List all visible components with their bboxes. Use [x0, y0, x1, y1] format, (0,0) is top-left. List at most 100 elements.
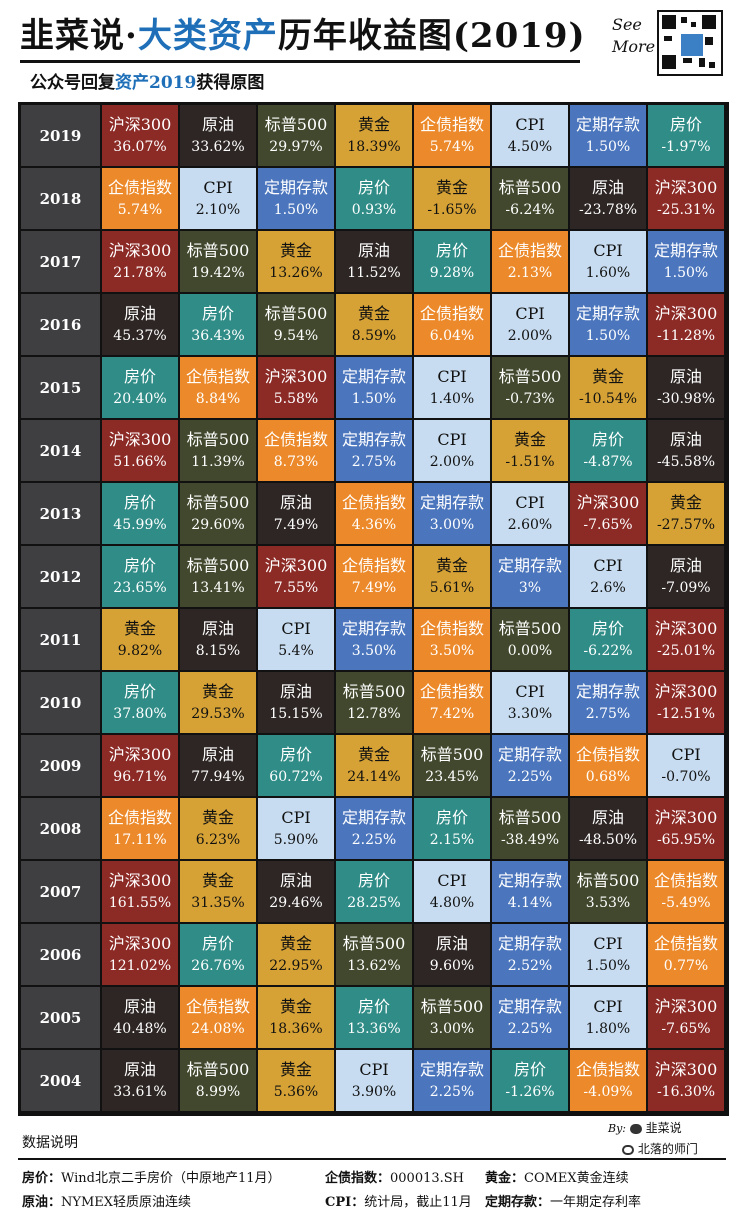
asset-return: 22.95% — [269, 958, 323, 974]
asset-return: 60.72% — [269, 769, 323, 785]
asset-return: 4.36% — [351, 517, 397, 533]
return-cell: 企债指数 5.74% — [101, 167, 179, 230]
asset-name: 标普500 — [186, 241, 250, 260]
asset-name: 黄金 — [279, 934, 312, 953]
asset-return: 45.37% — [113, 328, 167, 344]
return-cell: 原油 7.49% — [257, 482, 335, 545]
asset-return: 17.11% — [113, 832, 167, 848]
header: 韭菜说·大类资产历年收益图(2019) 公众号回复资产2019获得原图 See M… — [0, 0, 746, 100]
return-cell: 企债指数 2.13% — [491, 230, 569, 293]
year-text: 2007 — [39, 883, 82, 901]
asset-name: 企债指数 — [107, 178, 172, 197]
asset-name: CPI — [203, 178, 233, 197]
asset-return: 3.50% — [429, 643, 475, 659]
year-label: 2011 — [20, 608, 101, 671]
return-cell: 企债指数 0.68% — [569, 734, 647, 797]
asset-return: -30.98% — [656, 391, 716, 407]
asset-name: 企债指数 — [575, 1060, 640, 1079]
signature: By: 韭菜说 北落的师门 — [608, 1118, 698, 1159]
author-wechat: 韭菜说 — [645, 1121, 682, 1135]
return-cell: 标普500 3.53% — [569, 860, 647, 923]
asset-return: 9.28% — [429, 265, 475, 281]
note-label: CPI： — [325, 1195, 365, 1210]
asset-return: 19.42% — [191, 265, 245, 281]
asset-return: 33.62% — [191, 139, 245, 155]
return-cell: 定期存款 2.75% — [569, 671, 647, 734]
return-cell: 房价 -4.87% — [569, 419, 647, 482]
asset-return: 15.15% — [269, 706, 323, 722]
return-cell: 原油 11.52% — [335, 230, 413, 293]
asset-return: -1.26% — [505, 1084, 555, 1100]
return-cell: CPI 2.10% — [179, 167, 257, 230]
return-cell: 定期存款 3.50% — [335, 608, 413, 671]
year-label: 2010 — [20, 671, 101, 734]
asset-return: 3.53% — [585, 895, 631, 911]
asset-name: CPI — [593, 241, 623, 260]
return-cell: CPI 4.50% — [491, 104, 569, 167]
return-cell: CPI 3.90% — [335, 1049, 413, 1112]
asset-return: -25.01% — [656, 643, 716, 659]
asset-name: 原油 — [123, 997, 156, 1016]
return-cell: 企债指数 24.08% — [179, 986, 257, 1049]
year-label: 2006 — [20, 923, 101, 986]
return-cell: 沪深300 51.66% — [101, 419, 179, 482]
return-cell: CPI -0.70% — [647, 734, 725, 797]
asset-name: CPI — [515, 493, 545, 512]
asset-name: 沪深300 — [654, 619, 718, 638]
asset-return: 1.50% — [663, 265, 709, 281]
asset-return: 7.49% — [273, 517, 319, 533]
return-cell: 定期存款 2.25% — [413, 1049, 491, 1112]
return-cell: 房价 45.99% — [101, 482, 179, 545]
asset-return: 29.60% — [191, 517, 245, 533]
asset-return: 36.43% — [191, 328, 245, 344]
asset-return: 51.66% — [113, 454, 167, 470]
asset-name: 房价 — [591, 619, 624, 638]
return-cell: CPI 1.80% — [569, 986, 647, 1049]
asset-return: -25.31% — [656, 202, 716, 218]
asset-name: 标普500 — [342, 682, 406, 701]
note-deposit: 定期存款：一年期定存利率 — [485, 1191, 641, 1210]
notes-rule — [18, 1158, 726, 1160]
asset-name: 企债指数 — [653, 934, 718, 953]
year-label: 2004 — [20, 1049, 101, 1112]
asset-return: 3.90% — [351, 1084, 397, 1100]
asset-name: 黄金 — [435, 556, 468, 575]
year-text: 2004 — [39, 1072, 82, 1090]
asset-name: CPI — [437, 871, 467, 890]
note-text: NYMEX轻质原油连续 — [61, 1195, 192, 1210]
asset-return: 0.00% — [507, 643, 553, 659]
asset-name: 沪深300 — [654, 304, 718, 323]
return-cell: 沪深300 21.78% — [101, 230, 179, 293]
asset-name: CPI — [593, 997, 623, 1016]
asset-name: 定期存款 — [497, 997, 562, 1016]
asset-name: CPI — [359, 1060, 389, 1079]
asset-return: 1.80% — [585, 1021, 631, 1037]
asset-return: 2.25% — [429, 1084, 475, 1100]
asset-name: 企债指数 — [185, 367, 250, 386]
return-cell: 房价 2.15% — [413, 797, 491, 860]
asset-return: 3% — [518, 580, 542, 596]
asset-name: 定期存款 — [575, 682, 640, 701]
return-cell: 黄金 24.14% — [335, 734, 413, 797]
asset-return: -1.51% — [505, 454, 555, 470]
asset-name: 黄金 — [201, 871, 234, 890]
return-cell: 原油 77.94% — [179, 734, 257, 797]
asset-return: 2.00% — [507, 328, 553, 344]
subtitle-part2: 获得原图 — [196, 73, 265, 93]
qr-logo-icon — [679, 32, 705, 58]
asset-name: 标普500 — [498, 808, 562, 827]
asset-name: 定期存款 — [341, 808, 406, 827]
return-cell: 房价 13.36% — [335, 986, 413, 1049]
asset-name: 企债指数 — [419, 682, 484, 701]
return-cell: 房价 60.72% — [257, 734, 335, 797]
asset-name: 定期存款 — [653, 241, 718, 260]
return-cell: 房价 0.93% — [335, 167, 413, 230]
asset-return: 8.84% — [195, 391, 241, 407]
asset-name: CPI — [281, 808, 311, 827]
year-label: 2005 — [20, 986, 101, 1049]
asset-return: 3.00% — [429, 517, 475, 533]
return-cell: 标普500 -6.24% — [491, 167, 569, 230]
asset-name: CPI — [515, 682, 545, 701]
asset-return: 37.80% — [113, 706, 167, 722]
asset-name: 房价 — [123, 493, 156, 512]
